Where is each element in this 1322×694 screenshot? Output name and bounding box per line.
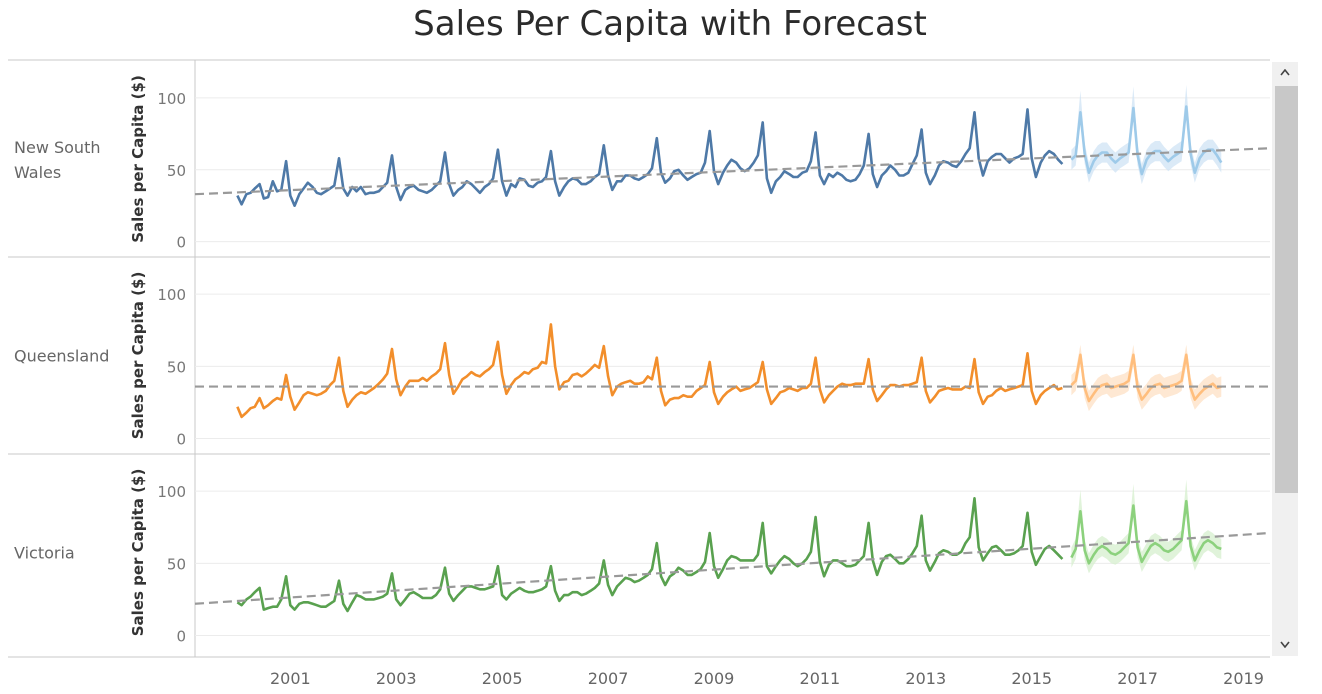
x-tick-label: 2003 <box>376 669 417 688</box>
y-tick-label: 100 <box>157 286 186 304</box>
y-tick-label: 0 <box>176 431 186 449</box>
x-tick-label: 2013 <box>905 669 946 688</box>
scrollbar-thumb[interactable] <box>1275 86 1298 493</box>
row-label: Wales <box>14 163 61 182</box>
x-tick-label: 2019 <box>1223 669 1264 688</box>
y-tick-label: 50 <box>167 358 186 376</box>
y-axis-label: Sales per Capita ($) <box>129 272 147 440</box>
actual-series-line <box>236 108 1064 207</box>
x-tick-label: 2007 <box>588 669 629 688</box>
x-tick-label: 2001 <box>270 669 311 688</box>
y-tick-label: 0 <box>176 234 186 252</box>
forecast-band <box>1071 344 1222 412</box>
scroll-down-button[interactable] <box>1272 634 1298 656</box>
chart-title: Sales Per Capita with Forecast <box>413 4 927 44</box>
row-label: Victoria <box>14 544 75 563</box>
y-axis-label: Sales per Capita ($) <box>129 469 147 637</box>
scroll-up-button[interactable] <box>1272 62 1298 84</box>
actual-series-line <box>236 497 1064 613</box>
forecast-band <box>1071 479 1222 574</box>
x-tick-label: 2011 <box>800 669 841 688</box>
forecast-series-line <box>1070 499 1222 565</box>
forecast-series-line <box>1070 105 1223 176</box>
forecast-band <box>1071 85 1222 185</box>
x-tick-label: 2017 <box>1117 669 1158 688</box>
x-tick-label: 2009 <box>694 669 735 688</box>
chevron-up-icon <box>1280 68 1290 76</box>
actual-series-line <box>236 323 1063 419</box>
trend-line <box>194 147 1271 196</box>
y-tick-label: 50 <box>167 162 186 180</box>
y-tick-label: 100 <box>157 483 186 501</box>
trend-line <box>194 531 1271 605</box>
row-label: Queensland <box>14 347 109 366</box>
x-tick-label: 2005 <box>482 669 523 688</box>
x-tick-label: 2015 <box>1011 669 1052 688</box>
y-tick-label: 50 <box>167 555 186 573</box>
chevron-down-icon <box>1280 641 1290 649</box>
row-label: New South <box>14 138 100 157</box>
y-tick-label: 0 <box>176 628 186 646</box>
y-axis-label: Sales per Capita ($) <box>129 75 147 243</box>
forecast-series-line <box>1070 353 1222 403</box>
y-tick-label: 100 <box>157 90 186 108</box>
